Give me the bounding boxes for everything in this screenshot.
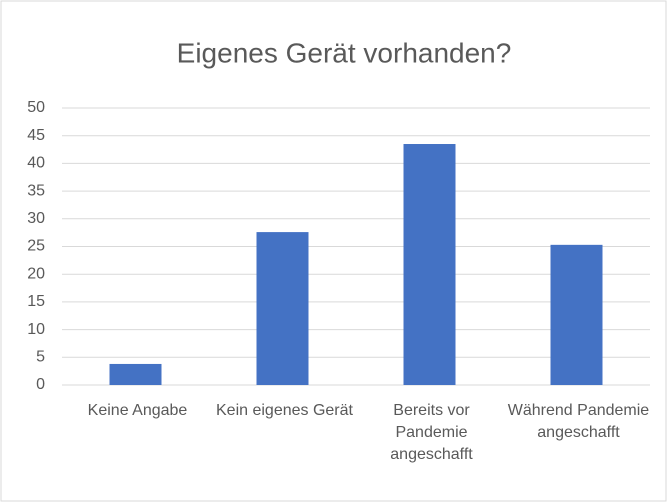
y-tick-label: 20	[27, 265, 45, 282]
x-tick-label: Bereits vor Pandemie angeschafft	[390, 402, 473, 463]
x-tick-label: Keine Angabe	[87, 402, 188, 419]
y-tick-label: 15	[27, 293, 45, 310]
y-tick-label: 35	[27, 182, 45, 199]
x-tick-label: Während Pandemie angeschafft	[507, 402, 650, 441]
bar	[109, 363, 162, 385]
y-tick-label: 25	[27, 238, 45, 255]
y-tick-label: 10	[27, 321, 45, 338]
y-tick-label: 50	[27, 99, 45, 116]
y-tick-label: 45	[27, 127, 45, 144]
y-tick-label: 0	[36, 376, 45, 393]
chart-title: Eigenes Gerät vorhanden?	[177, 37, 512, 68]
y-tick-label: 30	[27, 210, 45, 227]
y-tick-label: 5	[36, 349, 45, 366]
bar	[550, 244, 603, 385]
bar	[256, 232, 309, 385]
x-tick-label: Kein eigenes Gerät	[216, 402, 353, 419]
y-tick-label: 40	[27, 155, 45, 172]
bar	[403, 144, 456, 385]
